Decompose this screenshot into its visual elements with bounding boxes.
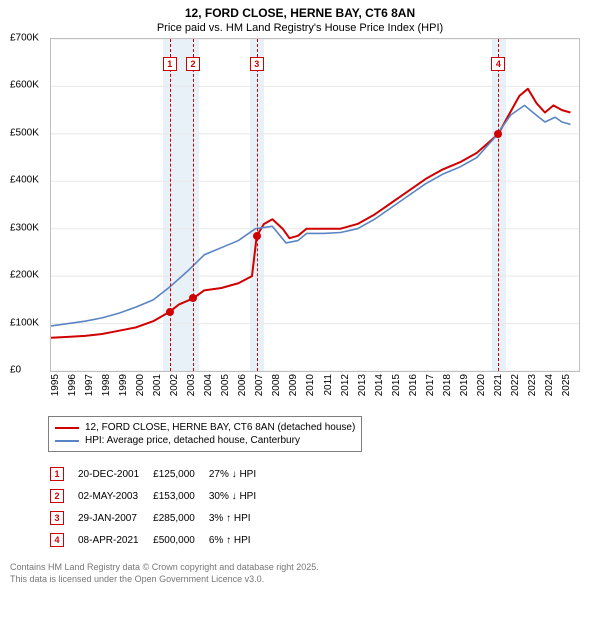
sale-pct: 30% HPI <box>209 486 268 506</box>
sale-dot <box>253 232 261 240</box>
legend-swatch <box>55 427 79 429</box>
sale-price: £153,000 <box>153 486 207 506</box>
x-tick-label: 2024 <box>544 374 555 396</box>
arrow-up-icon <box>226 535 231 546</box>
legend-row: HPI: Average price, detached house, Cant… <box>55 434 355 447</box>
x-tick-label: 2001 <box>152 374 163 396</box>
sale-marker-box: 3 <box>250 57 264 71</box>
x-tick-label: 2007 <box>254 374 265 396</box>
x-tick-label: 1998 <box>101 374 112 396</box>
sale-pct: 6% HPI <box>209 530 268 550</box>
chart-title-block: 12, FORD CLOSE, HERNE BAY, CT6 8AN Price… <box>0 0 600 38</box>
x-tick-label: 1996 <box>67 374 78 396</box>
table-row: 1 20-DEC-2001£125,00027% HPI <box>50 464 268 484</box>
x-tick-label: 2005 <box>220 374 231 396</box>
sale-price: £285,000 <box>153 508 207 528</box>
sale-dot <box>189 294 197 302</box>
y-tick-label: £400K <box>10 175 39 186</box>
x-tick-label: 2020 <box>476 374 487 396</box>
sale-date: 08-APR-2021 <box>78 530 151 550</box>
sale-marker-cell: 2 <box>50 489 64 503</box>
y-tick-label: £300K <box>10 222 39 233</box>
y-tick-label: £100K <box>10 317 39 328</box>
x-tick-label: 2018 <box>442 374 453 396</box>
sale-marker-cell: 3 <box>50 511 64 525</box>
sale-dashed-line <box>257 39 258 371</box>
sale-date: 29-JAN-2007 <box>78 508 151 528</box>
x-tick-label: 2014 <box>374 374 385 396</box>
y-tick-label: £500K <box>10 127 39 138</box>
legend-swatch <box>55 440 79 442</box>
legend: 12, FORD CLOSE, HERNE BAY, CT6 8AN (deta… <box>48 416 362 452</box>
y-tick-label: £600K <box>10 80 39 91</box>
sale-dashed-line <box>193 39 194 371</box>
legend-label: 12, FORD CLOSE, HERNE BAY, CT6 8AN (deta… <box>85 422 355 433</box>
x-tick-label: 2000 <box>135 374 146 396</box>
y-tick-label: £200K <box>10 270 39 281</box>
legend-label: HPI: Average price, detached house, Cant… <box>85 435 300 446</box>
x-tick-label: 2016 <box>408 374 419 396</box>
x-tick-label: 2017 <box>425 374 436 396</box>
sale-price: £500,000 <box>153 530 207 550</box>
sale-marker-cell: 1 <box>50 467 64 481</box>
footer: Contains HM Land Registry data © Crown c… <box>10 562 590 585</box>
x-tick-label: 2006 <box>237 374 248 396</box>
x-tick-label: 2002 <box>169 374 180 396</box>
title-line-1: 12, FORD CLOSE, HERNE BAY, CT6 8AN <box>0 6 600 20</box>
sale-date: 02-MAY-2003 <box>78 486 151 506</box>
sale-pct: 27% HPI <box>209 464 268 484</box>
table-row: 3 29-JAN-2007£285,0003% HPI <box>50 508 268 528</box>
x-tick-label: 2009 <box>288 374 299 396</box>
x-tick-label: 2013 <box>357 374 368 396</box>
line-svg-layer <box>51 39 579 371</box>
series-line <box>51 89 570 338</box>
x-tick-label: 2022 <box>510 374 521 396</box>
x-tick-label: 2019 <box>459 374 470 396</box>
footer-line-2: This data is licensed under the Open Gov… <box>10 574 590 586</box>
x-tick-label: 2021 <box>493 374 504 396</box>
title-line-2: Price paid vs. HM Land Registry's House … <box>0 22 600 34</box>
sale-marker-box: 1 <box>163 57 177 71</box>
sale-pct: 3% HPI <box>209 508 268 528</box>
x-tick-label: 1995 <box>50 374 61 396</box>
arrow-down-icon <box>232 491 237 502</box>
x-tick-label: 2010 <box>305 374 316 396</box>
sale-dashed-line <box>170 39 171 371</box>
sale-dashed-line <box>498 39 499 371</box>
sale-dot <box>494 130 502 138</box>
x-tick-label: 2012 <box>340 374 351 396</box>
sale-marker-box: 2 <box>186 57 200 71</box>
plot-region: 12 3 4 <box>50 38 580 372</box>
y-tick-label: £0 <box>10 365 21 376</box>
footer-line-1: Contains HM Land Registry data © Crown c… <box>10 562 590 574</box>
legend-row: 12, FORD CLOSE, HERNE BAY, CT6 8AN (deta… <box>55 421 355 434</box>
x-tick-label: 1997 <box>84 374 95 396</box>
x-tick-label: 1999 <box>118 374 129 396</box>
sale-dot <box>166 308 174 316</box>
x-tick-label: 2025 <box>561 374 572 396</box>
x-tick-label: 2023 <box>527 374 538 396</box>
sales-table: 120-DEC-2001£125,00027% HPI202-MAY-2003£… <box>48 462 270 552</box>
x-tick-label: 2015 <box>391 374 402 396</box>
arrow-up-icon <box>226 513 231 524</box>
sale-date: 20-DEC-2001 <box>78 464 151 484</box>
x-tick-label: 2011 <box>323 374 334 396</box>
sale-marker-cell: 4 <box>50 533 64 547</box>
x-tick-label: 2008 <box>271 374 282 396</box>
sale-marker-box: 4 <box>491 57 505 71</box>
table-row: 2 02-MAY-2003£153,00030% HPI <box>50 486 268 506</box>
y-tick-label: £700K <box>10 33 39 44</box>
arrow-down-icon <box>232 469 237 480</box>
x-tick-label: 2004 <box>203 374 214 396</box>
x-tick-label: 2003 <box>186 374 197 396</box>
chart-area: 1234 £0£100K£200K£300K£400K£500K£600K£70… <box>10 38 590 408</box>
table-row: 4 08-APR-2021£500,0006% HPI <box>50 530 268 550</box>
sale-price: £125,000 <box>153 464 207 484</box>
